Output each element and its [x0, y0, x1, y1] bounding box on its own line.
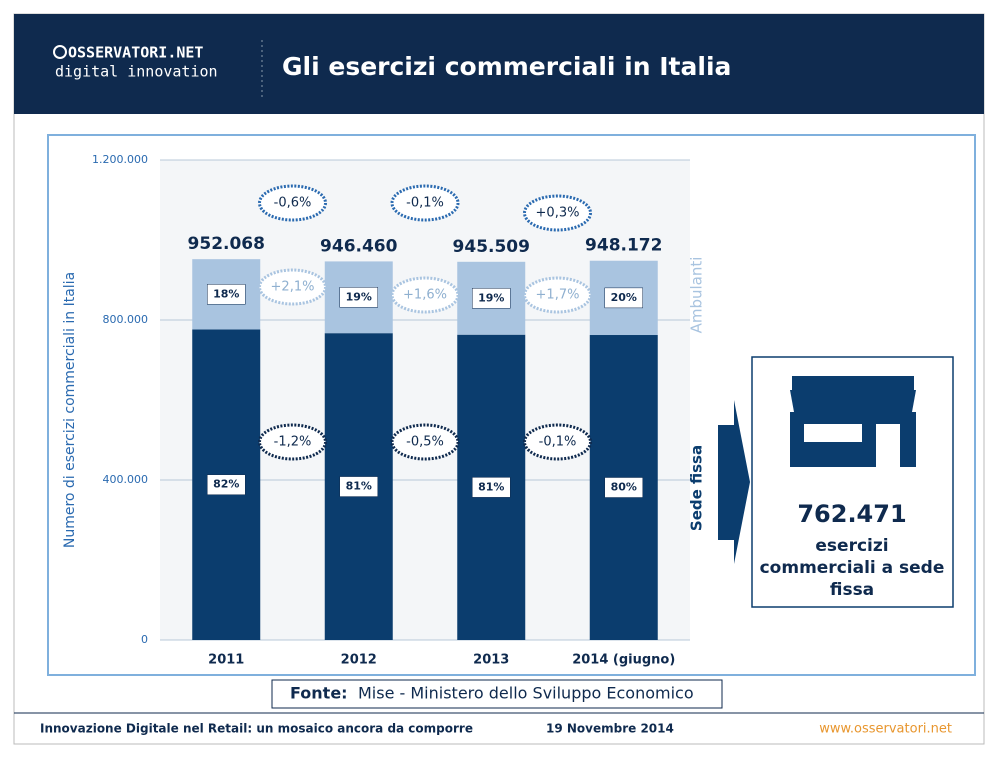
share-label: 80% — [611, 481, 637, 494]
callout-value: 762.471 — [797, 500, 906, 528]
share-label: 82% — [213, 478, 239, 491]
share-label-box — [604, 477, 643, 498]
total-change-ellipse — [390, 184, 460, 222]
logo-icon — [53, 45, 67, 59]
total-change-ellipse — [523, 194, 592, 232]
sede-change: -0,5% — [406, 435, 444, 450]
callout-line: fissa — [830, 580, 874, 600]
series-label: Sede fissa — [688, 445, 706, 531]
share-label: 18% — [213, 287, 239, 300]
logo-sub: digital innovation — [55, 63, 218, 81]
y-axis-label: Numero di esercizi commerciali in Italia — [62, 272, 78, 548]
share-label-box — [472, 288, 511, 309]
series-label: Ambulanti — [688, 257, 706, 334]
share-label-box — [339, 476, 378, 497]
callout-line: commerciali a sede — [760, 558, 945, 578]
x-tick-label: 2013 — [473, 653, 509, 668]
ambulanti-change: +1,6% — [403, 288, 447, 303]
share-label: 81% — [346, 480, 372, 493]
store-icon — [790, 376, 916, 467]
arrow — [718, 400, 750, 564]
callout-line: esercizi — [815, 536, 888, 556]
sede-change-ellipse — [390, 423, 460, 461]
ambulanti-change-ellipse — [390, 276, 460, 314]
total-change: -0,1% — [406, 196, 444, 211]
total-label: 945.509 — [453, 237, 530, 257]
source-box — [271, 679, 723, 709]
ambulanti-change: +2,1% — [271, 280, 315, 295]
x-tick-label: 2012 — [341, 653, 377, 668]
share-label-box — [207, 284, 246, 305]
share-label: 20% — [611, 291, 637, 304]
x-tick-label: 2011 — [208, 653, 244, 668]
total-change: -0,6% — [274, 196, 312, 211]
source-text: Mise - Ministero dello Sviluppo Economic… — [358, 684, 694, 703]
share-label-box — [339, 287, 378, 308]
footer-url: www.osservatori.net — [819, 722, 952, 737]
sede-change: -1,2% — [274, 435, 312, 450]
share-label-box — [207, 474, 246, 495]
total-label: 952.068 — [188, 234, 265, 254]
ambulanti-change-ellipse — [523, 276, 592, 314]
footer-left: Innovazione Digitale nel Retail: un mosa… — [40, 722, 473, 736]
sede-change-ellipse — [523, 423, 592, 461]
y-tick-label: 800.000 — [103, 313, 149, 326]
x-tick-label: 2014 (giugno) — [572, 653, 675, 668]
share-label: 19% — [478, 291, 504, 304]
logo-name: OSSERVATORI.NET — [68, 44, 203, 62]
y-tick-label: 0 — [141, 633, 148, 646]
share-label-box — [604, 287, 643, 309]
share-label: 81% — [478, 480, 504, 493]
footer-date: 19 Novembre 2014 — [546, 722, 674, 736]
sede-change-ellipse — [258, 423, 327, 461]
total-change-ellipse — [258, 184, 327, 222]
y-tick-label: 1.200.000 — [92, 153, 148, 166]
share-label-box — [472, 477, 511, 498]
ambulanti-change: +1,7% — [536, 288, 580, 303]
source-prefix: Fonte: — [290, 684, 348, 703]
sede-change: -0,1% — [539, 435, 577, 450]
header-bar — [14, 14, 984, 114]
ambulanti-change-ellipse — [258, 268, 327, 306]
y-tick-label: 400.000 — [103, 473, 149, 486]
total-label: 948.172 — [585, 236, 662, 256]
total-label: 946.460 — [320, 236, 398, 256]
share-label: 19% — [346, 290, 372, 303]
header-title: Gli esercizi commerciali in Italia — [282, 52, 731, 81]
total-change: +0,3% — [536, 206, 580, 221]
